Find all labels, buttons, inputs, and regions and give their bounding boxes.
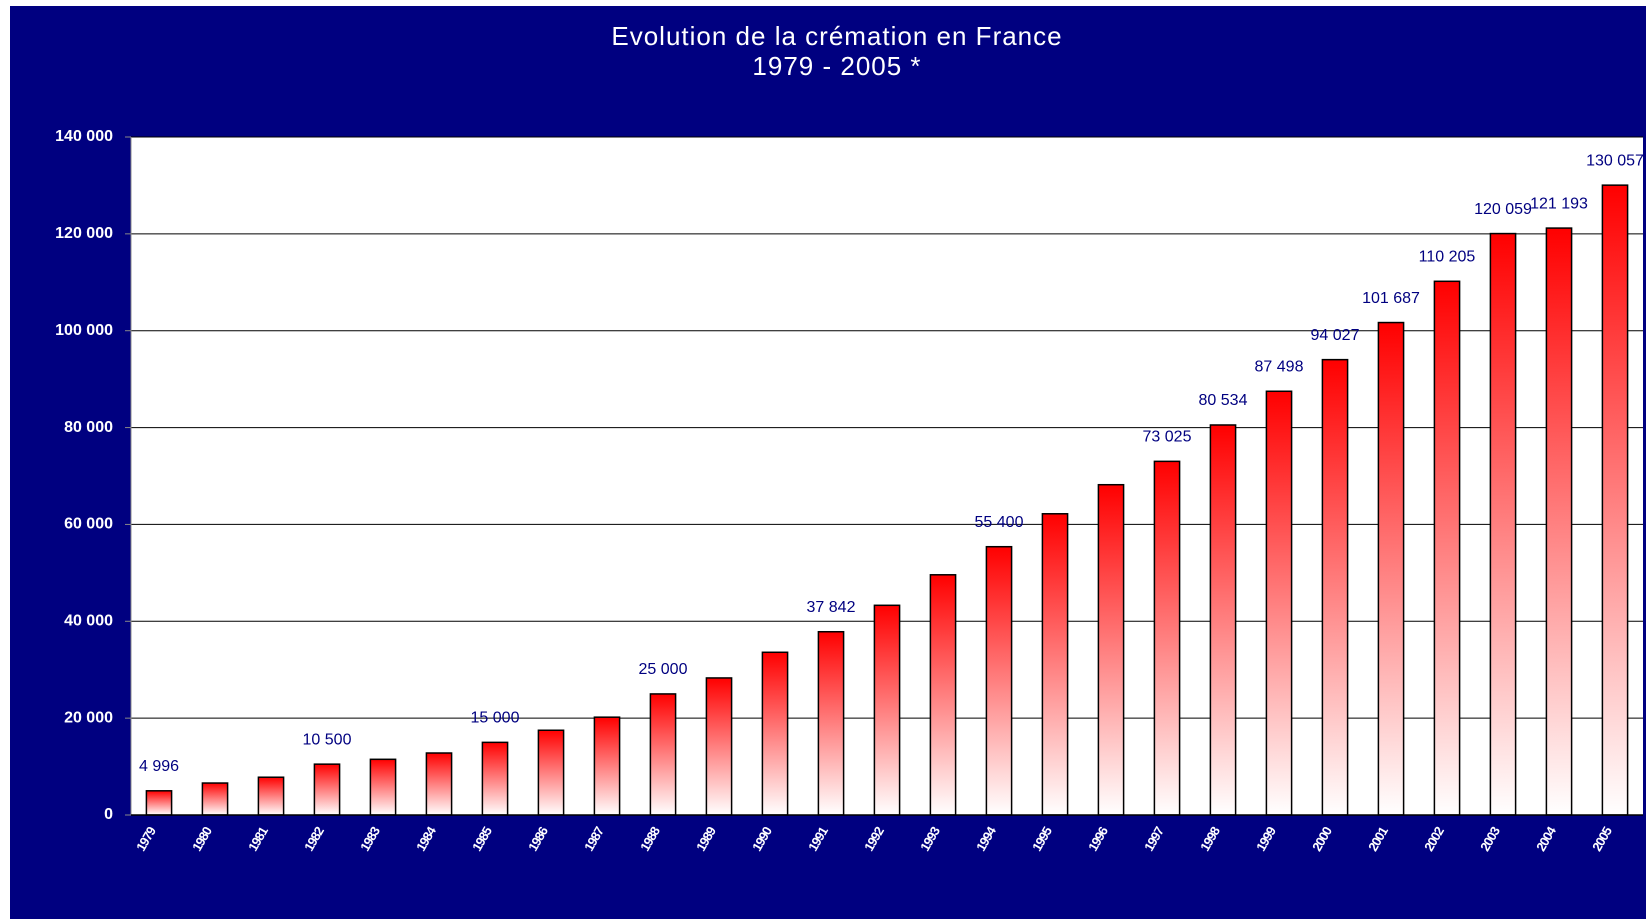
value-label: 37 842 <box>807 599 856 616</box>
bar <box>257 776 285 816</box>
value-label: 87 498 <box>1255 358 1304 375</box>
bar <box>593 716 621 816</box>
bar <box>649 693 677 816</box>
bar <box>1097 483 1125 816</box>
value-label: 73 025 <box>1143 429 1192 446</box>
value-label: 110 205 <box>1419 249 1476 266</box>
bar <box>873 604 901 816</box>
value-label: 10 500 <box>303 731 352 748</box>
bar <box>761 651 789 816</box>
chart-subtitle: 1979 - 2005 * <box>752 51 921 81</box>
bar <box>201 782 229 816</box>
y-tick-label: 100 000 <box>55 322 113 339</box>
bar <box>1265 390 1293 816</box>
bar <box>705 677 733 816</box>
bar <box>313 763 341 816</box>
y-tick-label: 80 000 <box>64 419 113 436</box>
value-label: 121 193 <box>1530 195 1588 212</box>
bar <box>425 752 453 816</box>
bar <box>929 574 957 816</box>
bar <box>817 630 845 816</box>
y-tick-label: 20 000 <box>64 709 113 726</box>
value-label: 130 057 <box>1586 152 1644 169</box>
y-tick-label: 40 000 <box>64 613 113 630</box>
value-label: 101 687 <box>1362 290 1420 307</box>
y-tick-label: 120 000 <box>55 225 113 242</box>
bar <box>1601 184 1629 816</box>
value-label: 25 000 <box>639 661 688 678</box>
bar <box>1321 358 1349 816</box>
bar <box>1041 513 1069 816</box>
bar <box>369 758 397 816</box>
value-label: 94 027 <box>1311 327 1360 344</box>
bar <box>1153 460 1181 816</box>
bar <box>145 790 173 816</box>
bar <box>1489 232 1517 816</box>
value-label: 55 400 <box>975 514 1024 531</box>
chart-title: Evolution de la crémation en France <box>611 21 1062 51</box>
y-tick-label: 140 000 <box>55 128 113 145</box>
bar <box>481 741 509 816</box>
y-tick-label: 0 <box>104 806 113 823</box>
bar <box>1433 280 1461 816</box>
bar <box>537 729 565 816</box>
bar <box>985 545 1013 816</box>
bar <box>1377 321 1405 816</box>
y-tick-label: 60 000 <box>64 516 113 533</box>
bar <box>1209 424 1237 816</box>
value-label: 120 059 <box>1474 201 1532 218</box>
value-label: 80 534 <box>1199 392 1248 409</box>
bar <box>1545 227 1573 816</box>
value-label: 4 996 <box>139 758 179 775</box>
value-label: 15 000 <box>471 710 520 727</box>
